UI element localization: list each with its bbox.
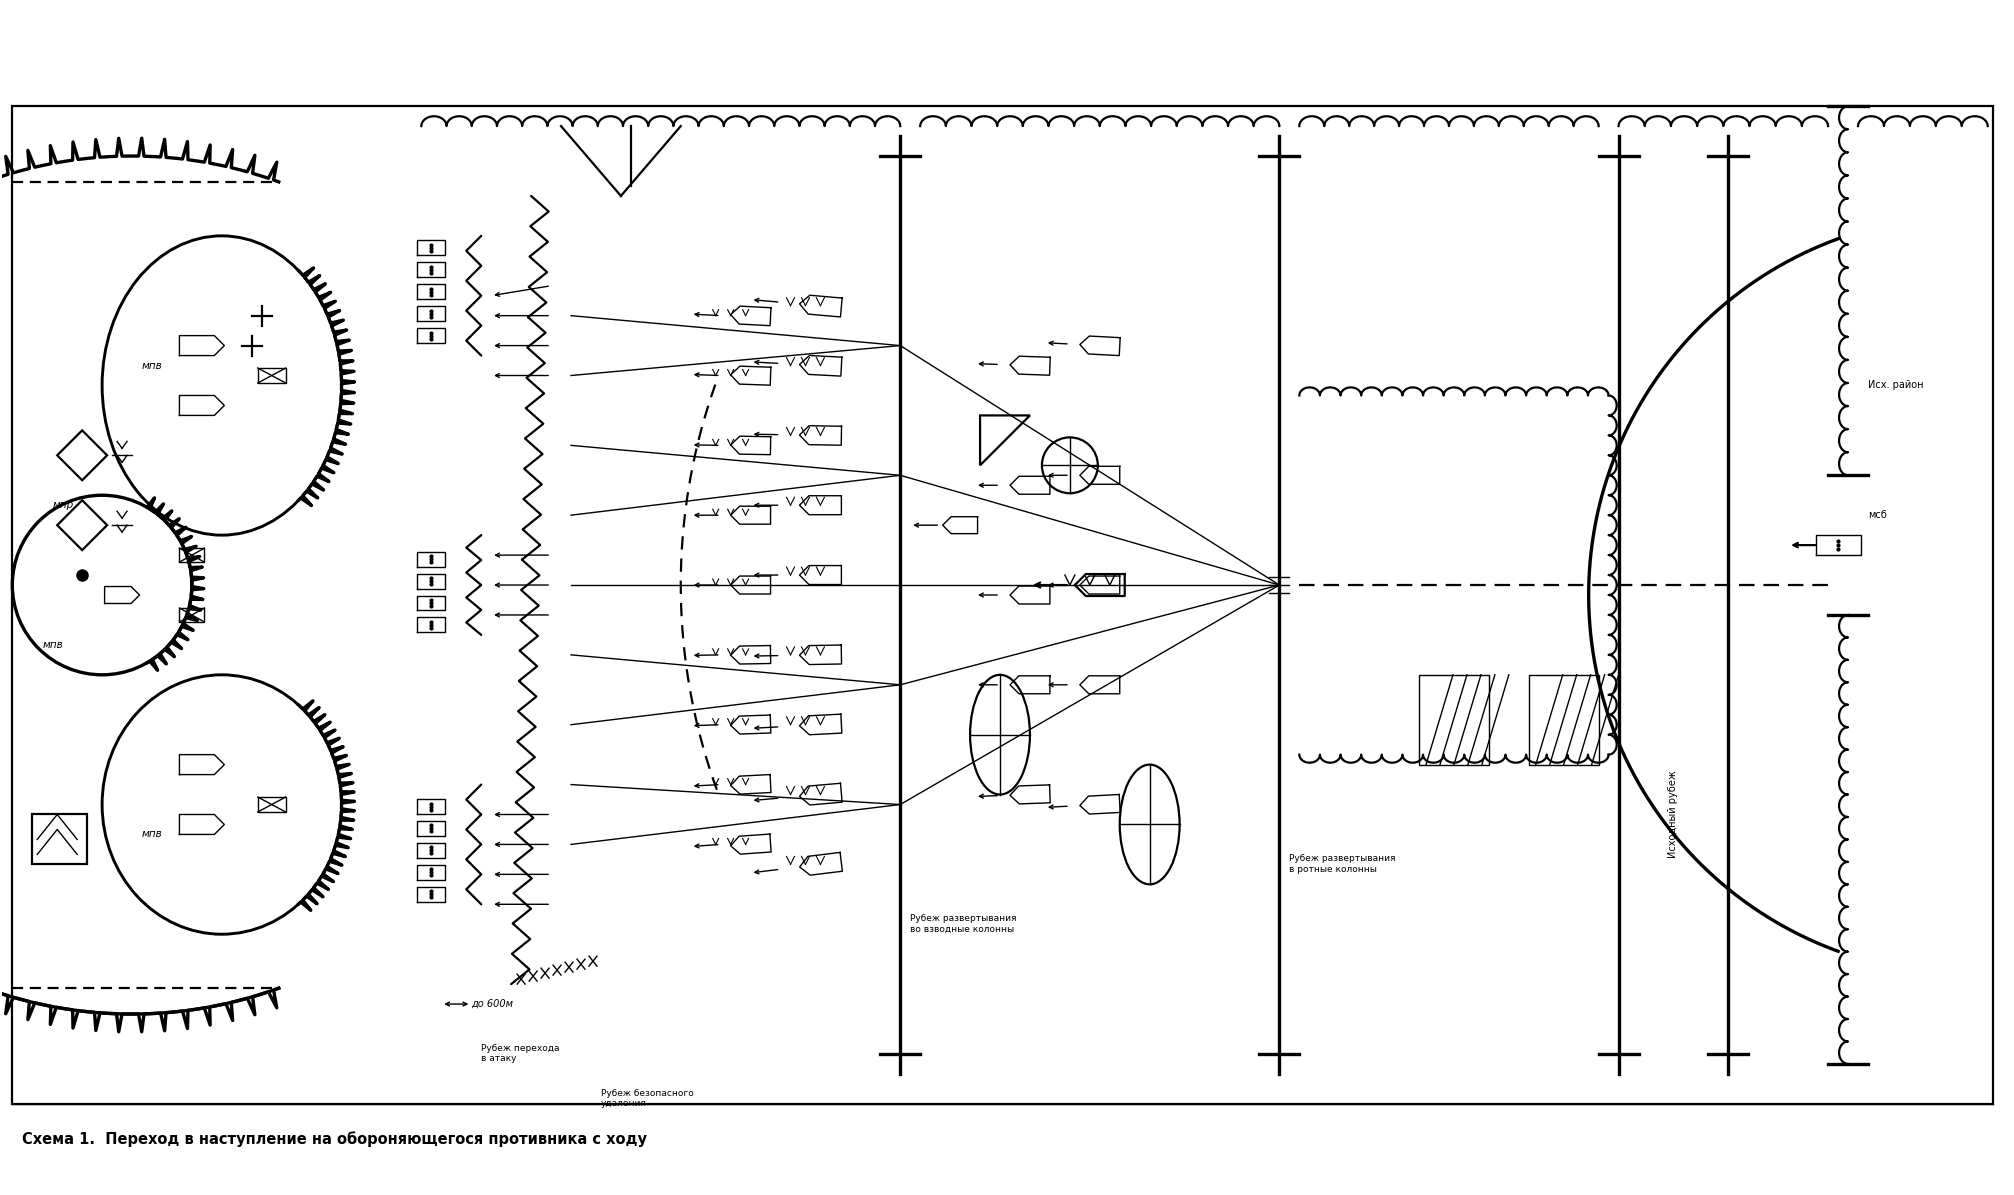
- Bar: [258, 797, 286, 811]
- Text: Рубеж безопасного
удаления: Рубеж безопасного удаления: [600, 1089, 693, 1108]
- Text: мсб: мсб: [1867, 510, 1885, 520]
- Text: Исх. район: Исх. район: [1867, 380, 1923, 391]
- Bar: [12, 106, 1992, 1104]
- Bar: [179, 549, 203, 562]
- Text: мпв: мпв: [42, 639, 62, 650]
- Text: Рубеж развертывания
в ротные колонны: Рубеж развертывания в ротные колонны: [1289, 854, 1396, 874]
- Bar: [258, 368, 286, 384]
- Bar: [179, 608, 203, 621]
- Bar: [1418, 675, 1488, 765]
- Text: до 600м: до 600м: [471, 999, 514, 1009]
- Bar: [1529, 675, 1597, 765]
- Text: Рубеж развертывания
во взводные колонны: Рубеж развертывания во взводные колонны: [910, 914, 1017, 933]
- Text: мпв: мпв: [141, 361, 163, 370]
- Text: Исходный рубеж: Исходный рубеж: [1668, 771, 1678, 858]
- Text: Рубеж перехода
в атаку: Рубеж перехода в атаку: [481, 1044, 560, 1064]
- Bar: [32, 815, 87, 864]
- Text: мпв: мпв: [141, 829, 163, 839]
- Text: Схема 1.  Переход в наступление на обороняющегося противника с ходу: Схема 1. Переход в наступление на оборон…: [22, 1130, 646, 1147]
- Text: мпр: мпр: [52, 501, 73, 510]
